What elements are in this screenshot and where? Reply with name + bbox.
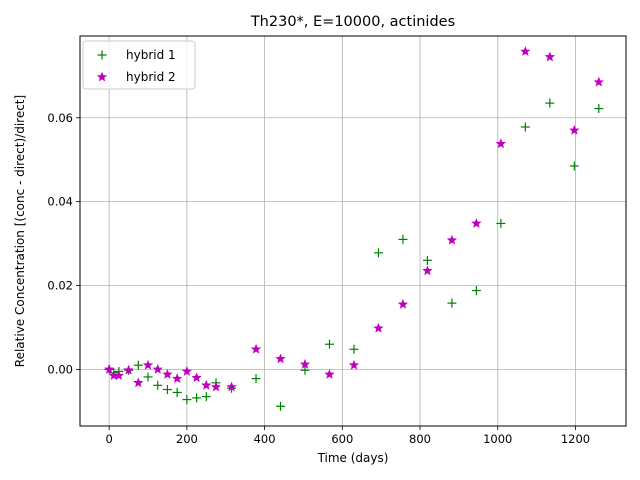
x-tick-label: 600 <box>331 432 353 446</box>
data-point <box>447 298 457 308</box>
data-point <box>496 218 506 228</box>
y-tick-label: 0.04 <box>47 195 73 209</box>
data-point <box>210 381 222 392</box>
data-point <box>422 265 433 276</box>
data-point <box>593 76 604 87</box>
data-point <box>251 374 261 384</box>
legend-box <box>82 40 196 90</box>
data-point <box>471 286 481 296</box>
data-point <box>520 122 530 132</box>
y-axis-label: Relative Concentration [(conc - direct)/… <box>13 95 27 367</box>
data-point <box>201 379 212 390</box>
data-point <box>397 298 409 309</box>
data-point <box>275 353 286 364</box>
data-point <box>545 98 555 108</box>
data-point <box>142 359 154 370</box>
data-point <box>300 365 310 375</box>
data-point <box>250 343 262 354</box>
data-point <box>348 359 360 370</box>
y-tick-label: 0.00 <box>47 362 73 376</box>
data-points <box>103 46 604 411</box>
data-point <box>373 322 384 333</box>
plot-frame <box>79 35 627 427</box>
y-tick-label: 0.02 <box>47 279 73 293</box>
data-point <box>172 373 183 383</box>
data-point <box>276 401 286 411</box>
data-point <box>153 380 163 390</box>
data-point <box>133 377 144 388</box>
data-point <box>398 234 408 244</box>
axis-ticks: 0 200 400 600 800 1000 1200 0.00 0.02 0.04 0.06 <box>47 111 590 446</box>
data-point <box>520 46 531 56</box>
x-tick-label: 200 <box>176 432 198 446</box>
data-point <box>113 370 125 381</box>
legend-label-hybrid-1: hybrid 1 <box>126 48 176 62</box>
legend-marker-hybrid-2 <box>96 71 108 82</box>
chart-title: Th230*, E=10000, actinides <box>250 14 455 30</box>
data-point <box>181 366 193 376</box>
data-point <box>226 381 237 392</box>
data-point <box>182 395 192 405</box>
legend-marker-glyph <box>96 71 108 82</box>
data-point <box>201 392 211 402</box>
data-point <box>299 358 311 369</box>
data-point <box>471 218 482 228</box>
data-point <box>192 393 202 403</box>
data-point <box>143 372 153 382</box>
data-point <box>349 344 359 354</box>
data-point <box>152 363 163 374</box>
data-point <box>569 161 579 171</box>
legend-marker-glyph <box>97 50 107 60</box>
data-point <box>324 339 334 349</box>
data-point <box>373 248 383 258</box>
data-point <box>162 385 172 395</box>
data-point <box>172 387 182 397</box>
data-point <box>446 234 458 245</box>
data-point <box>123 364 134 375</box>
grid <box>80 36 626 426</box>
data-point <box>544 51 555 62</box>
data-point <box>495 138 507 149</box>
data-point <box>162 369 173 379</box>
x-axis-label: Time (days) <box>317 451 389 465</box>
x-tick-label: 0 <box>105 432 112 446</box>
x-tick-label: 1000 <box>483 432 512 446</box>
data-point <box>594 104 604 114</box>
data-point <box>133 360 143 370</box>
x-tick-label: 400 <box>254 432 276 446</box>
legend-marker-hybrid-1 <box>97 50 107 60</box>
data-point <box>324 369 335 379</box>
data-point <box>103 363 115 374</box>
legend: hybrid 1 hybrid 2 <box>82 40 196 90</box>
x-tick-label: 1200 <box>561 432 590 446</box>
data-point <box>569 124 580 135</box>
legend-label-hybrid-2: hybrid 2 <box>126 70 176 84</box>
y-tick-label: 0.06 <box>47 111 73 125</box>
x-tick-label: 800 <box>409 432 431 446</box>
data-point <box>191 372 202 383</box>
data-point <box>422 255 432 265</box>
series-2 <box>103 46 604 392</box>
